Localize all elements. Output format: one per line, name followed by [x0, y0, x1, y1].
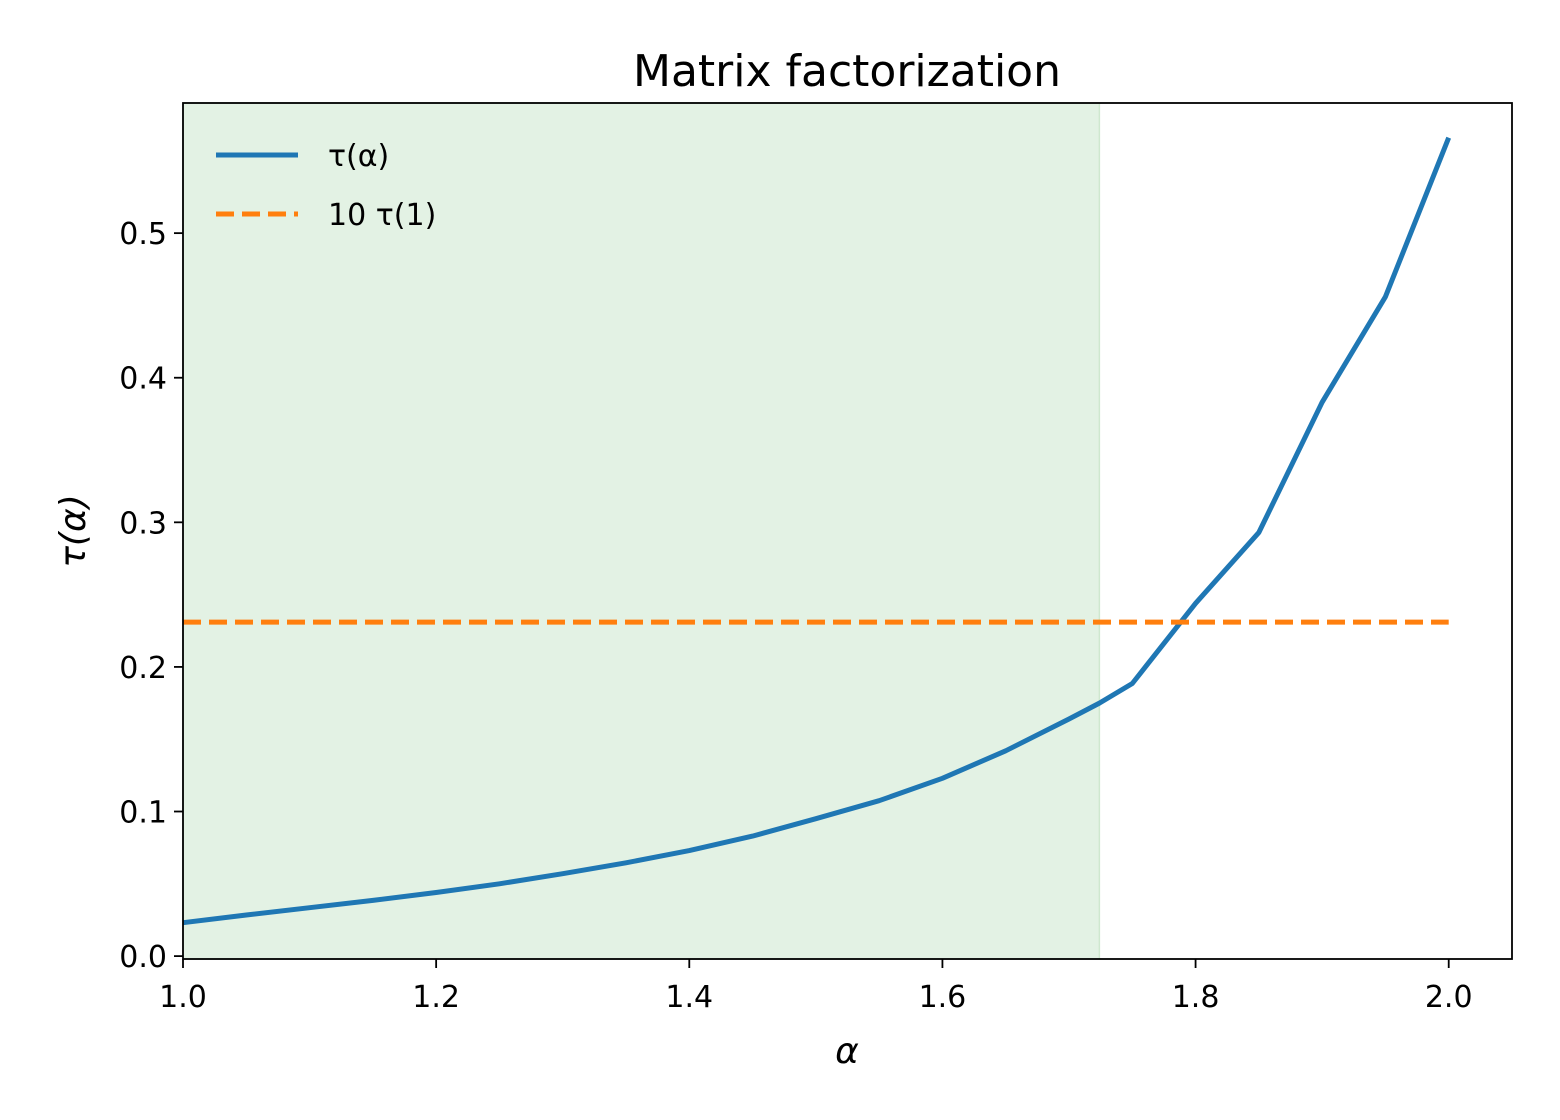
chart-title: Matrix factorization	[633, 46, 1061, 97]
shaded-region	[182, 102, 1101, 960]
legend-label-series-1: τ(α)	[328, 139, 389, 174]
x-tick-label: 1.6	[919, 980, 967, 1015]
y-axis: 0.0 0.1 0.2 0.3 0.4 0.5	[119, 217, 183, 975]
legend-label-series-2: 10 τ(1)	[328, 198, 436, 233]
y-tick-label: 0.3	[119, 506, 167, 541]
series-line-1	[182, 136, 1452, 926]
y-tick-label: 0.2	[119, 651, 167, 686]
legend: τ(α) 10 τ(1)	[216, 139, 436, 233]
x-tick-label: 2.0	[1425, 980, 1473, 1015]
y-tick-label: 0.0	[119, 940, 167, 975]
x-tick-label: 1.4	[665, 980, 713, 1015]
y-tick-label: 0.4	[119, 362, 167, 397]
x-axis-label: α	[835, 1031, 859, 1072]
x-tick-label: 1.8	[1172, 980, 1220, 1015]
series-layer	[182, 136, 1452, 926]
x-axis: 1.0 1.2 1.4 1.6 1.8 2.0	[159, 959, 1473, 1015]
y-tick-label: 0.1	[119, 796, 167, 831]
y-tick-label: 0.5	[119, 217, 167, 252]
x-tick-label: 1.0	[159, 980, 207, 1015]
axes-frame	[182, 102, 1513, 960]
plot-area	[182, 102, 1513, 960]
x-tick-label: 1.2	[412, 980, 460, 1015]
y-axis-label: τ(α)	[53, 494, 94, 568]
